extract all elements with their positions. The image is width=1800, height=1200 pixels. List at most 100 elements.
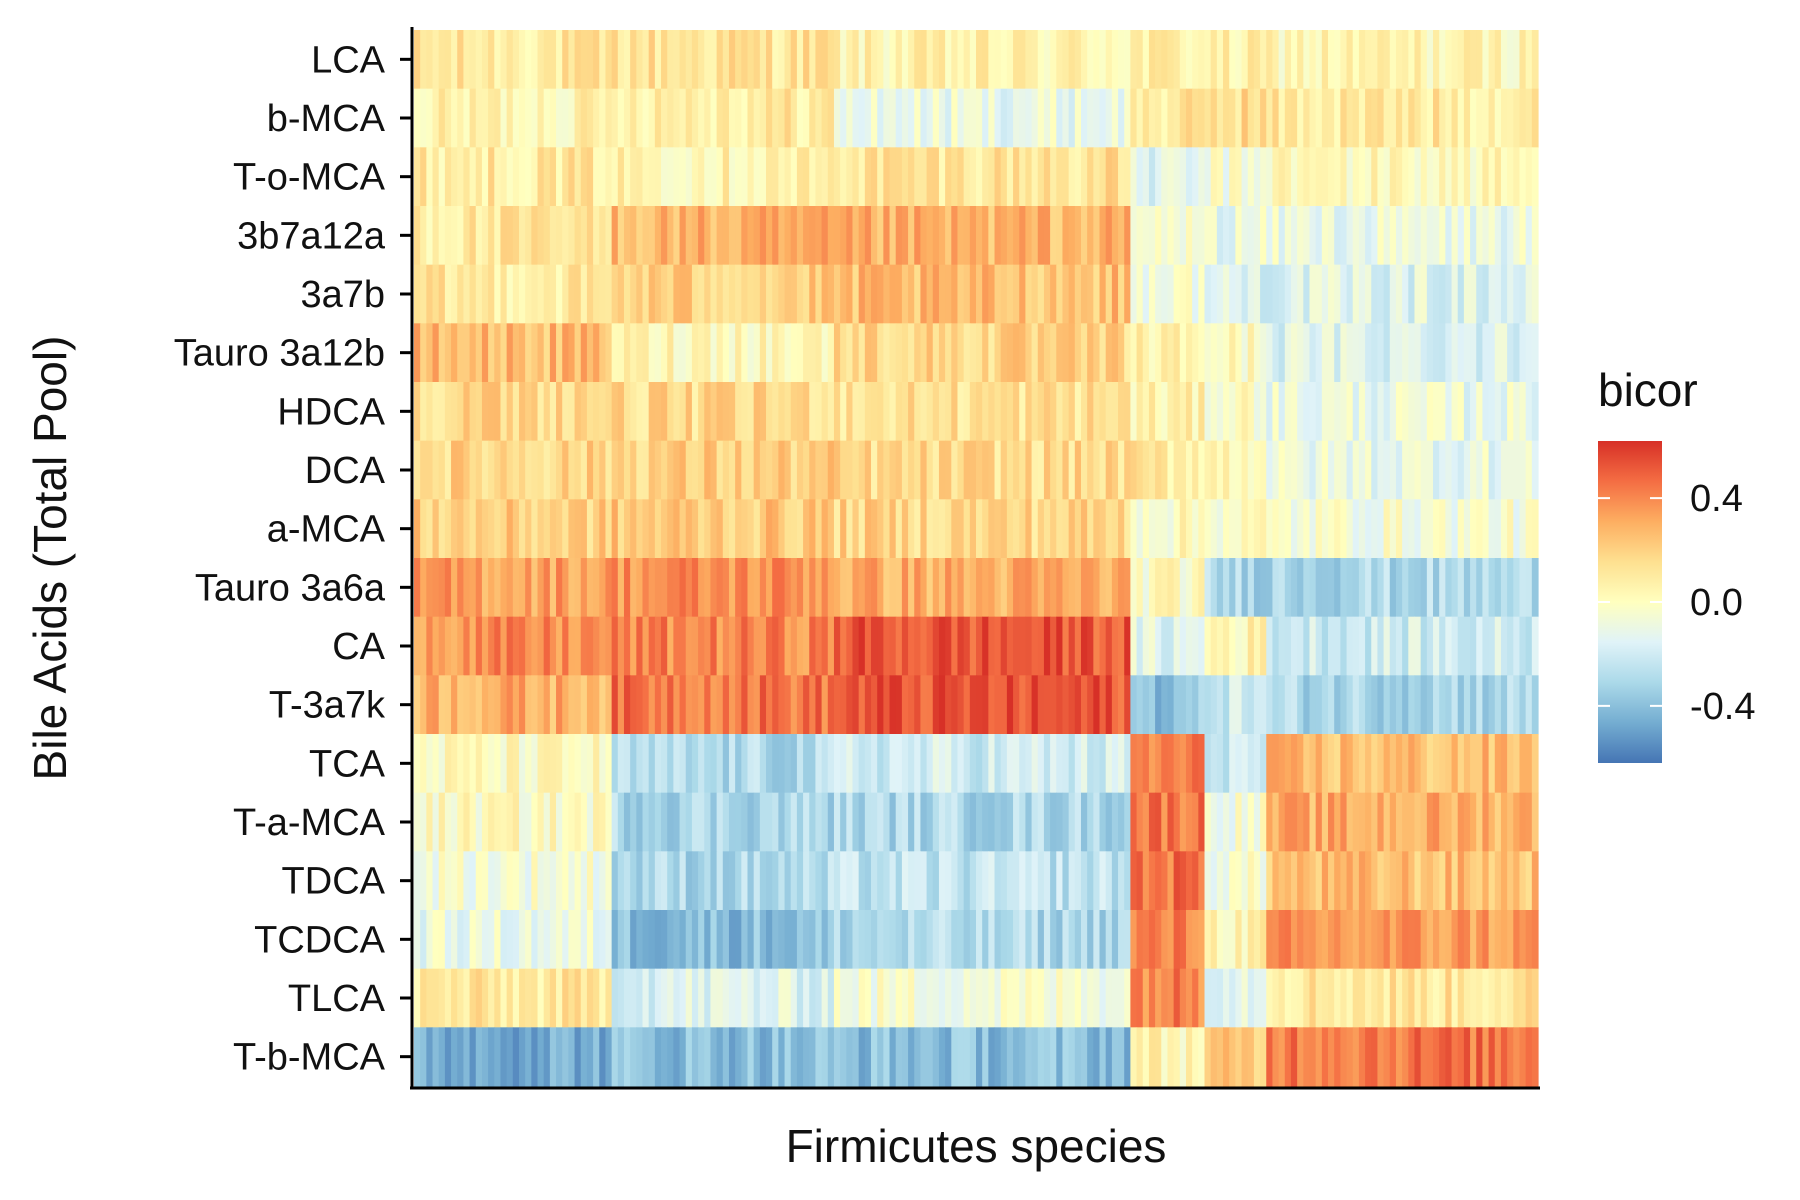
heatmap-cell [556, 147, 563, 207]
heatmap-cell [1210, 851, 1218, 911]
heatmap-cell [630, 1027, 637, 1087]
heatmap-cell [1074, 499, 1082, 559]
heatmap-cell [549, 323, 557, 383]
heatmap-cell [1507, 264, 1514, 324]
heatmap-cell [599, 30, 607, 90]
heatmap-cell [1167, 616, 1175, 676]
heatmap-cell [1167, 675, 1175, 735]
heatmap-cell [803, 851, 810, 911]
heatmap-cell [1019, 1027, 1027, 1087]
heatmap-cell [1358, 30, 1366, 90]
heatmap-cell [1525, 616, 1533, 676]
heatmap-cell [451, 264, 458, 324]
heatmap-cell [926, 382, 934, 442]
heatmap-cell [1321, 264, 1329, 324]
heatmap-cell [1340, 88, 1348, 148]
heatmap-cell [1463, 851, 1471, 911]
heatmap-cell [1173, 147, 1181, 207]
heatmap-cell [679, 558, 687, 618]
heatmap-cell [630, 616, 637, 676]
heatmap-cell [1371, 88, 1379, 148]
heatmap-cell [704, 558, 712, 618]
heatmap-cell [1111, 499, 1119, 559]
heatmap-cell [1309, 30, 1317, 90]
heatmap-cell [1037, 499, 1045, 559]
heatmap-cell [858, 792, 866, 852]
heatmap-cell [475, 675, 483, 735]
heatmap-cell [741, 734, 749, 794]
heatmap-cell [852, 910, 860, 970]
heatmap-cell [1210, 323, 1218, 383]
heatmap-cell [451, 323, 458, 383]
heatmap-cell [796, 499, 804, 559]
heatmap-cell [1371, 792, 1379, 852]
heatmap-cell [1000, 382, 1008, 442]
heatmap-cell [1321, 968, 1329, 1028]
heatmap-cell [1062, 30, 1070, 90]
heatmap-cell [549, 30, 557, 90]
heatmap-cell [877, 792, 884, 852]
heatmap-cell [1531, 1027, 1539, 1087]
heatmap-cell [444, 206, 452, 266]
heatmap-cell [722, 968, 730, 1028]
heatmap-cell [1482, 30, 1490, 90]
heatmap-cell [945, 558, 952, 618]
heatmap-cell [562, 88, 569, 148]
heatmap-cell [512, 851, 520, 911]
heatmap-cell [1229, 88, 1236, 148]
heatmap-cell [1161, 792, 1169, 852]
heatmap-cell [747, 558, 755, 618]
heatmap-cell [1476, 675, 1484, 735]
heatmap-cell [988, 910, 996, 970]
heatmap-cell [914, 88, 922, 148]
heatmap-cell [852, 206, 860, 266]
heatmap-cell [1488, 616, 1496, 676]
heatmap-cell [710, 264, 718, 324]
heatmap-cell [1111, 264, 1119, 324]
heatmap-cell [685, 440, 693, 500]
heatmap-cell [1303, 264, 1311, 324]
heatmap-cell [593, 499, 600, 559]
heatmap-cell [586, 910, 594, 970]
heatmap-cell [1303, 147, 1311, 207]
heatmap-cell [586, 558, 594, 618]
heatmap-cell [1260, 440, 1267, 500]
heatmap-cell [747, 264, 755, 324]
heatmap-cell [735, 734, 742, 794]
heatmap-cell [1216, 382, 1224, 442]
heatmap-cell [1099, 675, 1107, 735]
heatmap-cell [1118, 734, 1125, 794]
heatmap-cell [1482, 734, 1490, 794]
heatmap-cell [1124, 147, 1131, 207]
heatmap-cell [1334, 851, 1341, 911]
heatmap-cell [500, 30, 508, 90]
heatmap-cell [481, 88, 489, 148]
heatmap-cell [1000, 616, 1008, 676]
heatmap-cell [661, 440, 668, 500]
heatmap-cell [1167, 792, 1175, 852]
heatmap-cell [1173, 264, 1181, 324]
heatmap-cell [809, 499, 817, 559]
heatmap-cell [593, 675, 600, 735]
heatmap-cell [599, 264, 607, 324]
heatmap-cell [1408, 734, 1416, 794]
heatmap-cell [1494, 88, 1502, 148]
heatmap-cell [1433, 910, 1440, 970]
heatmap-cell [1006, 88, 1014, 148]
heatmap-cell [451, 206, 458, 266]
heatmap-cell [1050, 1027, 1057, 1087]
heatmap-cell [766, 1027, 773, 1087]
heatmap-cell [1223, 323, 1230, 383]
heatmap-cell [525, 206, 532, 266]
heatmap-cell [1519, 851, 1527, 911]
heatmap-cell [636, 1027, 644, 1087]
heatmap-cell [642, 910, 650, 970]
heatmap-cell [951, 30, 959, 90]
heatmap-cell [803, 910, 810, 970]
heatmap-cell [1309, 675, 1317, 735]
heatmap-cell [1476, 499, 1484, 559]
heatmap-cell [1062, 675, 1070, 735]
heatmap-cell [1463, 382, 1471, 442]
heatmap-cell [938, 851, 946, 911]
heatmap-cell [1266, 792, 1274, 852]
